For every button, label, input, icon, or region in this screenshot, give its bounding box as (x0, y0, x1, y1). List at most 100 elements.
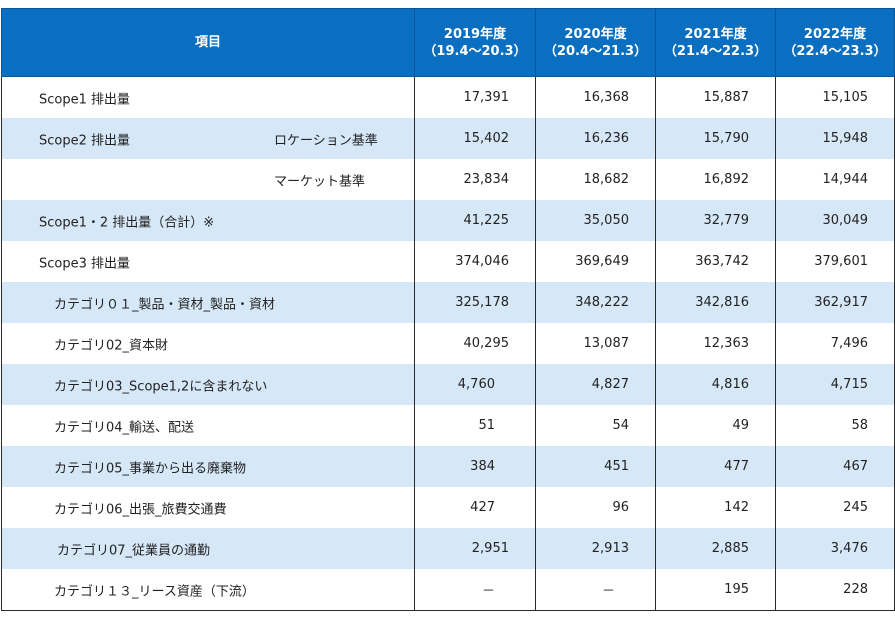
value-cell: 30,049 (775, 200, 895, 241)
value-cell: 477 (655, 446, 776, 487)
row-label: カテゴリ05_事業から出る廃棄物 (54, 461, 247, 476)
table-row: Scope2 排出量 ロケーション基準 15,402 16,236 15,790 … (1, 118, 895, 159)
value-cell: 2,913 (535, 528, 656, 569)
value-cell: 7,496 (775, 323, 895, 364)
row-label-cell: カテゴリ06_出張_旅費交通費 (1, 487, 415, 528)
value-cell: 23,834 (414, 159, 536, 200)
value-cell: 451 (535, 446, 656, 487)
value-cell: 427 (414, 487, 536, 528)
table-row: カテゴリ04_輸送、配送 51 54 49 58 (1, 405, 895, 446)
row-label: カテゴリ０１_製品・資材_製品・資材 (54, 297, 276, 312)
value-cell: 467 (775, 446, 895, 487)
value-cell: 2,951 (414, 528, 536, 569)
value-cell: 384 (414, 446, 536, 487)
row-label: カテゴリ03_Scope1,2に含まれない (54, 379, 268, 394)
header-year-2021: 2021年度 （21.4～22.3） (655, 8, 776, 77)
value-cell: 379,601 (775, 241, 895, 282)
row-label: Scope2 排出量 (39, 133, 131, 148)
table-header: 項目 2019年度 （19.4～20.3） 2020年度 （20.4～21.3） 2… (1, 8, 895, 77)
row-label: Scope1 排出量 (39, 92, 131, 107)
value-cell: － (414, 569, 536, 611)
table-row: Scope1 排出量 17,391 16,368 15,887 15,105 (1, 76, 895, 118)
row-label-cell: Scope1 排出量 (1, 76, 415, 118)
row-label-cell: Scope2 排出量 ロケーション基準 (1, 118, 415, 159)
table-row: カテゴリ03_Scope1,2に含まれない 4,760 4,827 4,816 … (1, 364, 895, 405)
value-cell: 342,816 (655, 282, 776, 323)
row-label-cell: カテゴリ１３_リース資産（下流） (1, 569, 415, 611)
value-cell: 325,178 (414, 282, 536, 323)
value-cell: 369,649 (535, 241, 656, 282)
header-year-2022: 2022年度 （22.4～23.3） (775, 8, 895, 77)
value-cell: 195 (655, 569, 776, 611)
value-cell: 245 (775, 487, 895, 528)
row-label-cell: カテゴリ04_輸送、配送 (1, 405, 415, 446)
row-label-cell: カテゴリ03_Scope1,2に含まれない (1, 364, 415, 405)
row-label: カテゴリ04_輸送、配送 (54, 420, 195, 435)
value-cell: 374,046 (414, 241, 536, 282)
value-cell: 4,827 (535, 364, 656, 405)
row-label: カテゴリ06_出張_旅費交通費 (54, 502, 227, 517)
value-cell: 51 (414, 405, 536, 446)
value-cell: 15,790 (655, 118, 776, 159)
value-cell: 14,944 (775, 159, 895, 200)
row-label-cell: Scope3 排出量 (1, 241, 415, 282)
row-label-cell: Scope1・2 排出量（合計）※ (1, 200, 415, 241)
value-cell: 142 (655, 487, 776, 528)
table-row: カテゴリ02_資本財 40,295 13,087 12,363 7,496 (1, 323, 895, 364)
value-cell: 362,917 (775, 282, 895, 323)
value-cell: 4,760 (414, 364, 536, 405)
row-label: カテゴリ02_資本財 (54, 338, 169, 353)
row-label-cell: カテゴリ07_従業員の通勤 (1, 528, 415, 569)
header-year-2019: 2019年度 （19.4～20.3） (414, 8, 536, 77)
value-cell: 15,402 (414, 118, 536, 159)
row-label-cell: カテゴリ０１_製品・資材_製品・資材 (1, 282, 415, 323)
value-cell: 58 (775, 405, 895, 446)
row-label-cell: カテゴリ02_資本財 (1, 323, 415, 364)
row-label: Scope3 排出量 (39, 256, 131, 271)
value-cell: 49 (655, 405, 776, 446)
value-cell: 96 (535, 487, 656, 528)
table-row: カテゴリ07_従業員の通勤 2,951 2,913 2,885 3,476 (1, 528, 895, 569)
table-row: カテゴリ１３_リース資産（下流） － － 195 228 (1, 569, 895, 611)
value-cell: 15,887 (655, 76, 776, 118)
row-label-cell: マーケット基準 (1, 159, 415, 200)
value-cell: 4,816 (655, 364, 776, 405)
row-sublabel: マーケット基準 (274, 174, 366, 189)
header-year-2020: 2020年度 （20.4～21.3） (535, 8, 656, 77)
row-label: Scope1・2 排出量（合計）※ (39, 215, 215, 230)
value-cell: 16,368 (535, 76, 656, 118)
emissions-table: 項目 2019年度 （19.4～20.3） 2020年度 （20.4～21.3） 2… (1, 8, 895, 611)
value-cell: 12,363 (655, 323, 776, 364)
row-label-cell: カテゴリ05_事業から出る廃棄物 (1, 446, 415, 487)
table-row: カテゴリ０１_製品・資材_製品・資材 325,178 348,222 342,8… (1, 282, 895, 323)
value-cell: 40,295 (414, 323, 536, 364)
value-cell: 54 (535, 405, 656, 446)
table-row: マーケット基準 23,834 18,682 16,892 14,944 (1, 159, 895, 200)
value-cell: 35,050 (535, 200, 656, 241)
row-label: カテゴリ１３_リース資産（下流） (54, 584, 255, 599)
value-cell: 3,476 (775, 528, 895, 569)
value-cell: 13,087 (535, 323, 656, 364)
value-cell: 16,892 (655, 159, 776, 200)
table-row: Scope3 排出量 374,046 369,649 363,742 379,6… (1, 241, 895, 282)
value-cell: 32,779 (655, 200, 776, 241)
row-label: カテゴリ07_従業員の通勤 (57, 543, 211, 558)
header-item: 項目 (1, 8, 415, 77)
value-cell: 2,885 (655, 528, 776, 569)
value-cell: 228 (775, 569, 895, 611)
value-cell: 348,222 (535, 282, 656, 323)
table-row: Scope1・2 排出量（合計）※ 41,225 35,050 32,779 3… (1, 200, 895, 241)
value-cell: 17,391 (414, 76, 536, 118)
value-cell: 15,948 (775, 118, 895, 159)
value-cell: 18,682 (535, 159, 656, 200)
row-sublabel: ロケーション基準 (274, 133, 378, 148)
value-cell: 363,742 (655, 241, 776, 282)
value-cell: 41,225 (414, 200, 536, 241)
table-row: カテゴリ05_事業から出る廃棄物 384 451 477 467 (1, 446, 895, 487)
value-cell: － (535, 569, 656, 611)
value-cell: 4,715 (775, 364, 895, 405)
value-cell: 16,236 (535, 118, 656, 159)
value-cell: 15,105 (775, 76, 895, 118)
table-row: カテゴリ06_出張_旅費交通費 427 96 142 245 (1, 487, 895, 528)
